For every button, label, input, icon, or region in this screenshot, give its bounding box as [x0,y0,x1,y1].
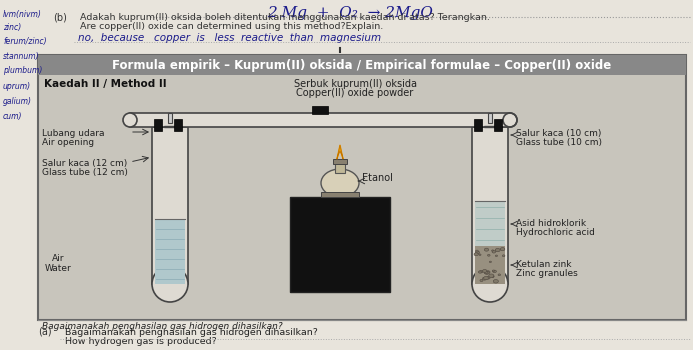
Ellipse shape [480,279,483,281]
Text: Glass tube (10 cm): Glass tube (10 cm) [516,138,602,147]
Ellipse shape [492,251,495,253]
Text: galium): galium) [3,97,32,106]
Ellipse shape [491,276,494,278]
Ellipse shape [472,266,508,302]
FancyBboxPatch shape [154,119,162,131]
FancyBboxPatch shape [312,106,328,114]
Ellipse shape [152,266,188,302]
FancyBboxPatch shape [335,163,345,173]
FancyBboxPatch shape [164,126,176,127]
FancyBboxPatch shape [174,119,182,131]
Ellipse shape [484,276,489,280]
Ellipse shape [486,276,490,279]
FancyBboxPatch shape [290,197,390,292]
FancyBboxPatch shape [474,119,482,131]
Text: Bagaimanakah penghasilan gas hidrogen dihasilkan?: Bagaimanakah penghasilan gas hidrogen di… [65,328,318,337]
Text: zinc): zinc) [3,23,21,32]
Text: (b): (b) [53,13,67,23]
Text: Etanol: Etanol [362,173,393,183]
Text: lvm(nivm): lvm(nivm) [3,10,42,19]
FancyBboxPatch shape [484,126,496,127]
Ellipse shape [498,274,500,276]
Text: no,  because   copper  is   less  reactive  than  magnesium: no, because copper is less reactive than… [78,33,381,43]
Text: Water: Water [44,264,71,273]
Text: Serbuk kuprum(II) oksida: Serbuk kuprum(II) oksida [294,79,416,89]
Text: Air opening: Air opening [42,138,94,147]
Ellipse shape [484,248,489,251]
Ellipse shape [489,274,494,278]
Text: Formula empirik – Kuprum(II) oksida / Empirical formulae – Copper(II) oxide: Formula empirik – Kuprum(II) oksida / Em… [112,58,612,71]
Ellipse shape [492,270,495,272]
Ellipse shape [493,280,498,283]
Text: Are copper(II) oxide can determined using this method?Explain.: Are copper(II) oxide can determined usin… [80,22,383,31]
FancyBboxPatch shape [38,55,686,75]
Ellipse shape [487,254,490,256]
Text: stannum): stannum) [3,52,40,61]
FancyBboxPatch shape [494,119,502,131]
Ellipse shape [491,250,494,251]
FancyBboxPatch shape [155,219,185,284]
FancyBboxPatch shape [321,192,359,197]
FancyBboxPatch shape [152,127,188,284]
FancyBboxPatch shape [475,201,505,246]
Ellipse shape [493,270,496,273]
FancyBboxPatch shape [130,113,510,127]
Ellipse shape [489,261,491,262]
Text: Air: Air [52,254,64,263]
Ellipse shape [475,251,480,254]
Text: Adakah kuprum(II) oksida boleh ditentukan menggunakan kaedah di atas? Terangkan.: Adakah kuprum(II) oksida boleh ditentuka… [80,13,490,22]
Text: Copper(II) oxide powder: Copper(II) oxide powder [297,88,414,98]
Text: Asid hidroklorik: Asid hidroklorik [516,219,586,228]
Text: Kaedah II / Method II: Kaedah II / Method II [44,79,166,89]
Ellipse shape [486,271,490,273]
Ellipse shape [482,270,487,272]
FancyBboxPatch shape [472,127,508,284]
Text: Ketulan zink: Ketulan zink [516,260,572,269]
Text: cum): cum) [3,112,22,121]
Ellipse shape [321,169,359,197]
Ellipse shape [503,113,517,127]
Ellipse shape [484,271,489,274]
FancyBboxPatch shape [333,159,347,164]
Text: Glass tube (12 cm): Glass tube (12 cm) [42,168,128,177]
Ellipse shape [484,271,488,274]
FancyBboxPatch shape [168,113,172,123]
Ellipse shape [480,271,483,273]
Text: plumbum): plumbum) [3,66,42,75]
Ellipse shape [502,255,505,257]
Text: Bagaimanakah penghasilan gas hidrogen dihasilkan?: Bagaimanakah penghasilan gas hidrogen di… [42,322,283,331]
FancyBboxPatch shape [475,246,505,284]
Ellipse shape [482,277,486,280]
Text: Salur kaca (12 cm): Salur kaca (12 cm) [42,159,128,168]
Text: (a): (a) [38,327,51,337]
Polygon shape [337,145,343,159]
FancyBboxPatch shape [488,113,492,123]
FancyBboxPatch shape [38,55,686,320]
Ellipse shape [478,271,482,273]
Ellipse shape [123,113,137,127]
Ellipse shape [474,253,478,256]
Ellipse shape [495,248,500,252]
Text: Lubang udara: Lubang udara [42,129,105,138]
Ellipse shape [475,250,478,252]
Text: Salur kaca (10 cm): Salur kaca (10 cm) [516,129,602,138]
Text: 2 Mg  +  O₂  → 2MgO: 2 Mg + O₂ → 2MgO [267,6,433,20]
Text: ferum/zinc): ferum/zinc) [3,37,46,46]
Text: uprum): uprum) [3,82,31,91]
Ellipse shape [479,254,481,256]
Ellipse shape [495,255,498,257]
Ellipse shape [500,247,505,251]
Ellipse shape [492,275,494,277]
Text: How hydrogen gas is produced?: How hydrogen gas is produced? [65,337,217,346]
Text: Hydrochloric acid: Hydrochloric acid [516,228,595,237]
Text: Zinc granules: Zinc granules [516,269,578,278]
